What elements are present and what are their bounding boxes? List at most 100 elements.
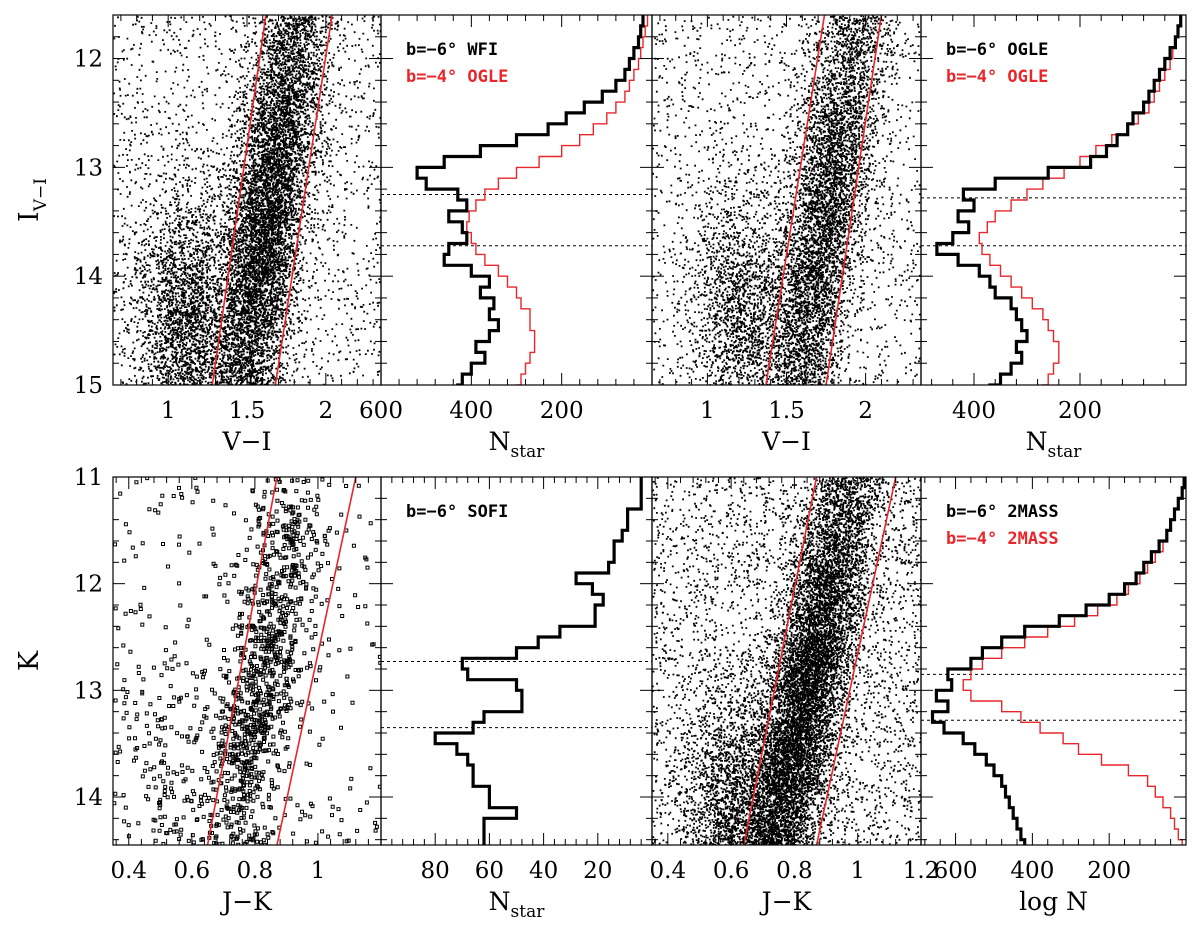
plot-area (652, 15, 921, 385)
x-tick-label: 20 (583, 858, 612, 884)
axes-frame (920, 14, 1187, 386)
x-tick-label: 60 (475, 858, 504, 884)
x-tick-label: 0.6 (713, 858, 750, 884)
y-axis-label-sub: V−I (31, 178, 51, 212)
x-axis-label: J−K (759, 887, 813, 916)
x-axis-label-main: N (489, 887, 511, 916)
x-axis-label: log N (1019, 887, 1088, 916)
selection-line-1 (211, 15, 267, 385)
x-axis-label: Nstar (489, 887, 546, 922)
legend-entry-2: b=−4° OGLE (946, 67, 1048, 87)
y-tick-label: 14 (74, 785, 103, 811)
selection-line-2 (825, 15, 883, 385)
axes-frame (920, 476, 1187, 846)
selection-line-1 (765, 15, 826, 385)
x-tick-label: 0.4 (650, 858, 687, 884)
histogram-series-1 (415, 15, 645, 385)
plot-area (381, 477, 652, 845)
axes-frame (380, 476, 653, 846)
x-axis-label-sub: star (511, 902, 546, 922)
histogram-series-1 (433, 477, 643, 845)
panel-p7: 0.4 0.6 0.8 1 1.2 J−K (650, 476, 940, 916)
x-axis-label: Nstar (489, 427, 546, 462)
x-tick-label: 200 (1087, 858, 1131, 884)
x-axis-label-sub: star (1048, 442, 1083, 462)
x-tick-label: 0.8 (776, 858, 813, 884)
x-tick-label: 200 (540, 398, 584, 424)
legend-entry-2: b=−4° OGLE (406, 67, 508, 87)
selection-line-1 (206, 477, 278, 845)
x-axis-label-main: J−K (759, 887, 813, 916)
scatter-points (652, 477, 921, 845)
x-tick-label: 200 (1058, 398, 1102, 424)
selection-line-1 (742, 477, 818, 845)
x-tick-label: 2 (319, 398, 334, 424)
x-tick-label: 1 (850, 858, 865, 884)
x-tick-label: 400 (1010, 858, 1054, 884)
x-axis-label-main: N (1026, 427, 1048, 456)
x-tick-label: 80 (421, 858, 450, 884)
histogram-series-1 (935, 15, 1183, 385)
panel-p8: b=−6° 2MASS b=−4° 2MASS 600 400 200 log N (920, 476, 1187, 916)
scatter-points (113, 477, 381, 845)
plot-area (921, 15, 1186, 385)
x-tick-label: 1 (161, 398, 176, 424)
legend-entry-2: b=−4° 2MASS (946, 529, 1059, 549)
x-axis-label: V−I (761, 427, 811, 456)
x-tick-label: 40 (529, 858, 558, 884)
legend-entry-1: b=−6° SOFI (406, 502, 508, 522)
selection-line-2 (274, 15, 333, 385)
x-tick-label: 2 (858, 398, 873, 424)
y-tick-label: 13 (74, 678, 103, 704)
x-axis-label-main: V−I (222, 427, 272, 456)
x-tick-label: 0.8 (237, 858, 274, 884)
y-tick-label: 13 (74, 155, 103, 181)
x-axis-label-main: J−K (219, 887, 273, 916)
y-axis-label-main: I (14, 211, 45, 222)
selection-line-2 (815, 477, 897, 845)
x-axis-label-main: V−I (761, 427, 811, 456)
legend-entry-1: b=−6° WFI (406, 40, 498, 60)
x-tick-label: 1.5 (768, 398, 805, 424)
x-tick-label: 1 (311, 858, 326, 884)
legend-entry-1: b=−6° OGLE (946, 40, 1048, 60)
panel-p3: 1 1.5 2 V−I (651, 14, 922, 456)
y-tick-label: 14 (74, 264, 103, 290)
y-tick-label: 11 (74, 465, 103, 491)
y-axis-label-main: K (14, 650, 45, 671)
x-tick-label: 400 (449, 398, 493, 424)
plot-area (113, 477, 381, 845)
plot-area (921, 477, 1186, 845)
x-axis-label: J−K (219, 887, 273, 916)
histogram-series-2 (466, 15, 649, 385)
plot-area (652, 477, 921, 845)
x-tick-label: 400 (952, 398, 996, 424)
panel-p6: b=−6° SOFI 80 60 40 20 Nstar (380, 476, 653, 922)
scatter-points (652, 15, 921, 385)
x-axis-label: V−I (222, 427, 272, 456)
x-axis-label-main: N (489, 427, 511, 456)
axes-frame (112, 476, 382, 846)
x-tick-label: 600 (934, 858, 978, 884)
scatter-points (113, 15, 381, 385)
y-axis-label: IV−I (14, 178, 51, 222)
x-tick-label: 1.2 (903, 858, 940, 884)
selection-line-2 (276, 477, 357, 845)
y-tick-label: 12 (74, 572, 103, 598)
x-tick-label: 600 (359, 398, 403, 424)
y-tick-label: 12 (74, 47, 103, 73)
x-tick-label: 1 (700, 398, 715, 424)
legend-entry-1: b=−6° 2MASS (946, 502, 1059, 522)
plot-area (381, 15, 652, 385)
x-tick-label: 0.6 (174, 858, 211, 884)
y-axis-label: K (14, 650, 45, 671)
panel-p4: b=−6° OGLE b=−4° OGLE 400 200 Nstar (920, 14, 1187, 462)
histogram-series-1 (930, 477, 1186, 845)
x-tick-label: 1.5 (229, 398, 266, 424)
panel-p2: b=−6° WFI b=−4° OGLE 600 400 200 Nstar (359, 14, 653, 462)
y-tick-label: 15 (74, 373, 103, 399)
plot-area (113, 15, 381, 385)
